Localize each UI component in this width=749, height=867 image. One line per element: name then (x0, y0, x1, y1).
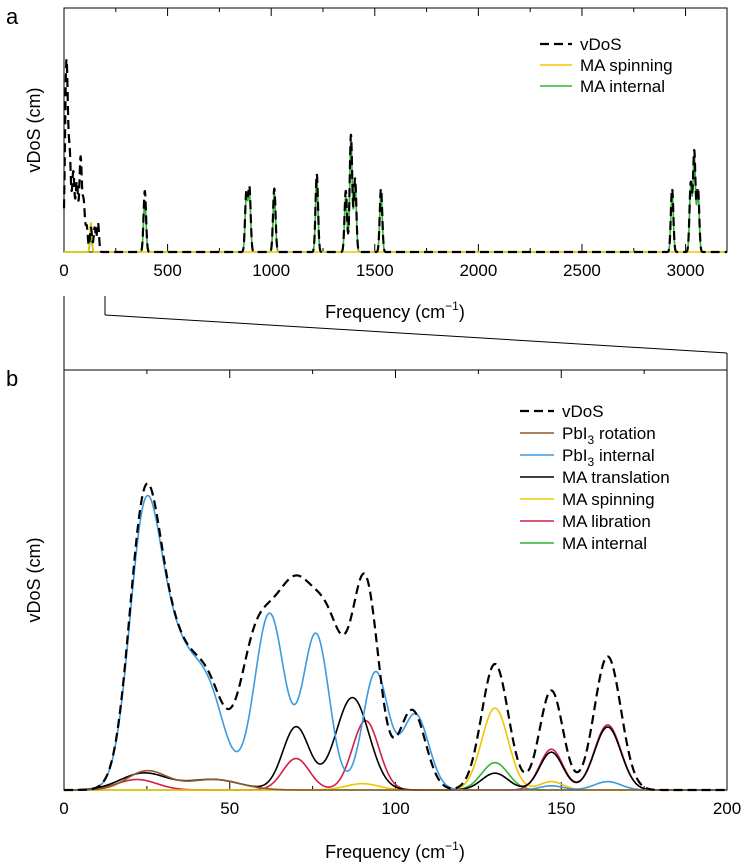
a-x-tick-label: 500 (153, 261, 181, 280)
b-legend-label-vdos: vDoS (562, 402, 604, 421)
b-series-pbi3-rotation (63, 769, 728, 791)
panel-a-x-axis-label: Frequency (cm−1) (325, 299, 465, 322)
b-legend-label-ma-spinning: MA spinning (562, 490, 655, 509)
a-series-ma-spinning (63, 222, 728, 253)
panel-a-legend: vDoS MA spinning MA internal (540, 35, 673, 96)
a-x-tick-label: 3000 (667, 261, 705, 280)
b-legend-label-pbi3-internal: PbI3 internal (562, 446, 655, 469)
a-x-tick-label: 1000 (252, 261, 290, 280)
panel-b-x-ticks: 0 50 100 150 200 (59, 370, 741, 818)
panel-a-x-ticks: 0 500 1000 1500 2000 2500 3000 (59, 8, 704, 280)
b-series-ma-spinning (63, 707, 728, 791)
a-x-tick-label: 0 (59, 261, 68, 280)
a-legend-label-ma-internal: MA internal (580, 77, 665, 96)
panel-b-y-axis-label: vDoS (cm) (24, 538, 44, 623)
panel-a-y-axis-label: vDoS (cm) (24, 88, 44, 173)
b-x-tick-label: 150 (547, 799, 575, 818)
panel-b-series (63, 482, 728, 792)
panel-b-letter: b (6, 366, 18, 391)
panel-a-frame (63, 7, 728, 253)
b-x-tick-label: 200 (713, 799, 741, 818)
b-series-vdos (63, 482, 728, 792)
b-legend-label-ma-translation: MA translation (562, 468, 670, 487)
b-legend-label-pbi3-rotation: PbI3 rotation (562, 424, 656, 447)
a-x-tick-label: 1500 (356, 261, 394, 280)
panel-a-letter: a (6, 4, 19, 29)
b-x-tick-label: 50 (220, 799, 239, 818)
a-x-tick-label: 2000 (459, 261, 497, 280)
a-series-vdos (62, 58, 728, 254)
panel-b-chart: 0 50 100 150 200 vDoS (cm) Frequency (cm−1) … (24, 369, 741, 862)
a-legend-label-ma-spinning: MA spinning (580, 56, 673, 75)
b-legend-label-ma-libration: MA libration (562, 512, 651, 531)
panel-a-series (62, 58, 728, 254)
panel-a-chart: 0 500 1000 1500 2000 2500 3000 vDoS (cm) Frequ… (24, 7, 728, 322)
a-legend-label-vdos: vDoS (580, 35, 622, 54)
b-x-tick-label: 100 (381, 799, 409, 818)
zoom-connector-right (104, 314, 728, 354)
b-legend-label-ma-internal: MA internal (562, 534, 647, 553)
a-series-ma-internal (63, 138, 728, 253)
panel-b-x-axis-label: Frequency (cm−1) (325, 839, 465, 862)
b-x-tick-label: 0 (59, 799, 68, 818)
a-x-tick-label: 2500 (563, 261, 601, 280)
